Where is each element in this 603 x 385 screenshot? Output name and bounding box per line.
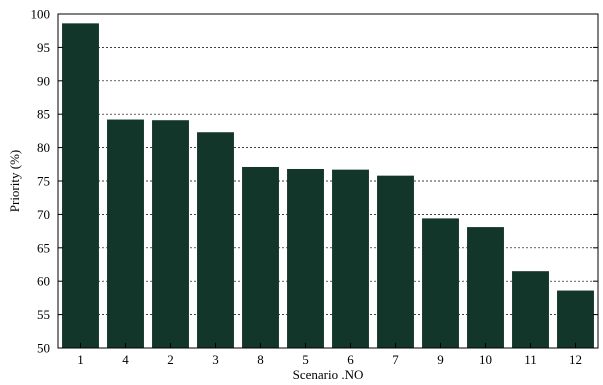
x-tick-label: 9 bbox=[437, 352, 444, 367]
y-tick-label: 60 bbox=[37, 274, 50, 289]
bar bbox=[242, 166, 279, 348]
bar bbox=[512, 271, 549, 348]
bar bbox=[287, 168, 324, 348]
bar bbox=[332, 169, 369, 348]
y-tick-label: 80 bbox=[37, 140, 50, 155]
y-axis-title: Priority (%) bbox=[7, 150, 22, 212]
bar bbox=[62, 23, 99, 349]
plot-frame bbox=[57, 13, 599, 349]
bar bbox=[107, 119, 144, 348]
x-tick-label: 4 bbox=[122, 352, 129, 367]
grid-lines bbox=[58, 47, 598, 315]
y-tick-label: 55 bbox=[37, 307, 50, 322]
bar bbox=[197, 132, 234, 348]
x-tick-label: 3 bbox=[212, 352, 219, 367]
x-tick-label: 6 bbox=[347, 352, 354, 367]
x-tick-label: 8 bbox=[257, 352, 264, 367]
x-axis-title: Scenario .NO bbox=[293, 367, 364, 382]
x-tick-labels: 1 4 2 3 8 5 6 7 9 10 11 12 bbox=[77, 352, 582, 367]
x-tick-label: 1 bbox=[77, 352, 84, 367]
y-tick-label: 95 bbox=[37, 40, 50, 55]
y-tick-label: 70 bbox=[37, 207, 50, 222]
y-tick-labels: 50 55 60 65 70 75 80 85 90 95 100 bbox=[31, 7, 51, 356]
y-tick-label: 50 bbox=[37, 341, 50, 356]
axes bbox=[57, 13, 599, 349]
bars bbox=[62, 23, 594, 349]
bar bbox=[467, 227, 504, 348]
y-tick-label: 75 bbox=[37, 174, 50, 189]
bar bbox=[152, 120, 189, 348]
x-tick-label: 5 bbox=[302, 352, 309, 367]
bar bbox=[377, 175, 414, 348]
x-tick-label: 12 bbox=[569, 352, 582, 367]
y-tick-label: 65 bbox=[37, 240, 50, 255]
x-tick-label: 7 bbox=[392, 352, 399, 367]
x-tick-label: 10 bbox=[479, 352, 492, 367]
bar bbox=[422, 218, 459, 348]
y-tick-label: 100 bbox=[31, 7, 51, 22]
x-tick-label: 2 bbox=[167, 352, 174, 367]
y-tick-label: 90 bbox=[37, 73, 50, 88]
bar bbox=[557, 290, 594, 348]
y-tick-label: 85 bbox=[37, 107, 50, 122]
x-tick-label: 11 bbox=[524, 352, 537, 367]
